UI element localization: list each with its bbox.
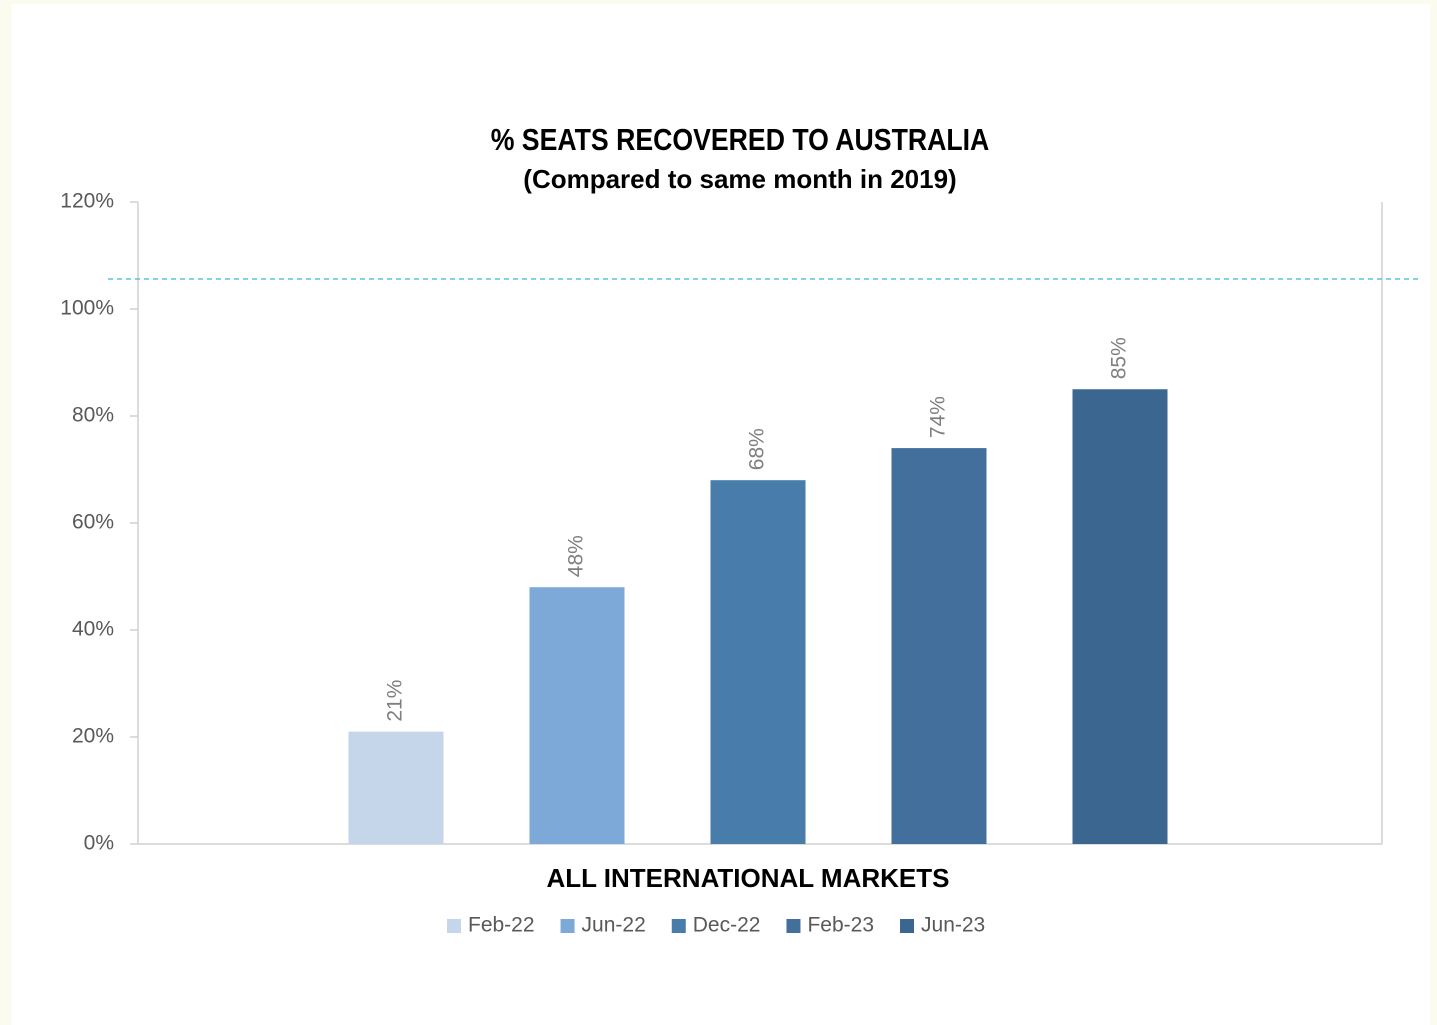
y-tick-label: 20% — [72, 725, 114, 748]
data-label: 68% — [746, 428, 769, 470]
legend-label: Dec-22 — [693, 914, 761, 937]
bar — [1072, 389, 1168, 844]
legend-label: Jun-23 — [921, 914, 985, 937]
bar — [348, 731, 444, 844]
legend-label: Feb-22 — [468, 914, 535, 937]
legend-swatch — [447, 919, 461, 933]
y-tick-label: 0% — [84, 832, 114, 855]
y-tick-label: 80% — [72, 404, 114, 427]
y-tick-label: 60% — [72, 511, 114, 534]
legend-swatch — [671, 919, 686, 933]
bar — [710, 480, 806, 844]
chart-title: % SEATS RECOVERED TO AUSTRALIA — [491, 123, 990, 157]
chart-subtitle: (Compared to same month in 2019) — [523, 164, 956, 194]
legend-swatch — [900, 919, 915, 933]
legend-swatch — [786, 919, 801, 933]
legend-label: Jun-22 — [582, 914, 646, 937]
y-tick-label: 120% — [60, 190, 114, 213]
x-category-label: ALL INTERNATIONAL MARKETS — [547, 863, 950, 893]
data-label: 48% — [565, 535, 588, 577]
y-tick-label: 100% — [60, 297, 114, 320]
bar — [891, 448, 987, 844]
y-tick-label: 40% — [72, 618, 114, 641]
bar — [529, 587, 625, 844]
data-label: 85% — [1108, 337, 1131, 379]
data-label: 21% — [384, 680, 407, 722]
legend-swatch — [560, 919, 575, 933]
data-label: 74% — [927, 396, 950, 438]
legend-label: Feb-23 — [807, 914, 874, 937]
